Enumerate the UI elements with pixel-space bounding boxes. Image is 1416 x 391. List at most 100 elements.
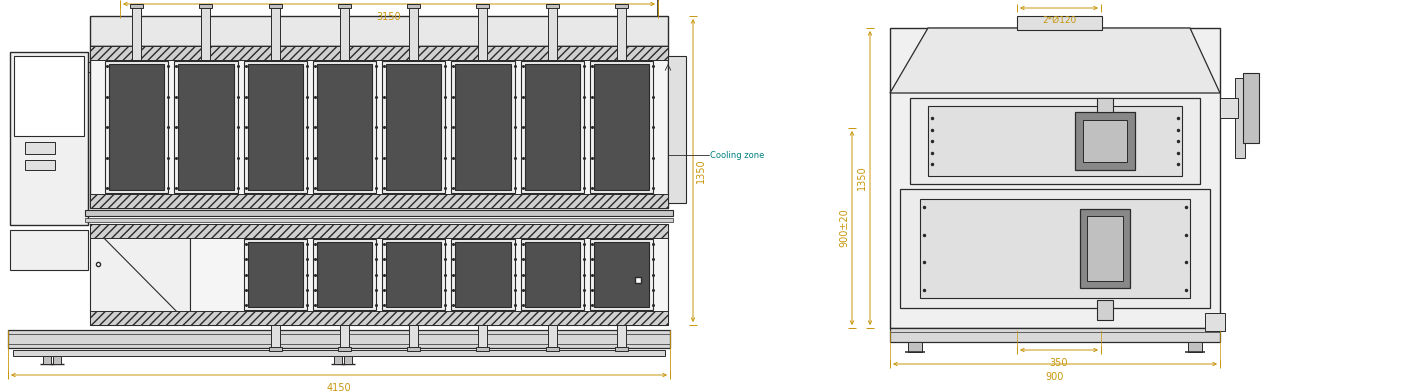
Bar	[521, 61, 583, 193]
Bar	[617, 4, 626, 60]
Text: 1350: 1350	[697, 158, 707, 183]
Bar	[387, 64, 442, 190]
Bar	[927, 106, 1182, 176]
Bar	[105, 61, 169, 193]
Bar	[891, 28, 1221, 328]
Bar	[479, 4, 487, 60]
Bar	[589, 239, 653, 310]
Bar	[1087, 216, 1123, 281]
Bar	[91, 311, 668, 325]
Bar	[25, 160, 55, 170]
Bar	[85, 218, 673, 222]
Bar	[344, 356, 353, 364]
Bar	[313, 61, 377, 193]
Text: 900±20: 900±20	[840, 209, 850, 248]
Bar	[190, 224, 668, 325]
Bar	[409, 4, 418, 60]
Bar	[409, 325, 418, 347]
Bar	[52, 356, 61, 364]
Polygon shape	[91, 224, 190, 325]
Text: 350: 350	[1049, 358, 1068, 368]
Bar	[548, 4, 556, 60]
Bar	[615, 4, 627, 8]
Bar	[10, 52, 88, 225]
Bar	[387, 242, 442, 307]
Bar	[545, 347, 559, 351]
Bar	[269, 4, 282, 8]
Bar	[269, 347, 282, 351]
Bar	[244, 239, 307, 310]
Text: 2*Ø120: 2*Ø120	[1042, 16, 1076, 25]
Bar	[524, 64, 579, 190]
Bar	[178, 64, 234, 190]
Bar	[524, 242, 579, 307]
Bar	[476, 4, 490, 8]
Text: Cooling zone: Cooling zone	[709, 151, 765, 160]
Bar	[1083, 120, 1127, 162]
Bar	[908, 342, 922, 352]
Bar	[340, 325, 348, 347]
Bar	[132, 4, 142, 60]
Bar	[1205, 313, 1225, 331]
Bar	[42, 356, 51, 364]
Bar	[1188, 342, 1202, 352]
Bar	[456, 242, 511, 307]
Bar	[920, 199, 1189, 298]
Bar	[891, 328, 1221, 342]
Bar	[317, 242, 372, 307]
Bar	[617, 325, 626, 347]
Bar	[270, 4, 279, 60]
Bar	[338, 347, 351, 351]
Bar	[1017, 16, 1102, 30]
Bar	[521, 239, 583, 310]
Bar	[1080, 209, 1130, 288]
Bar	[85, 210, 673, 216]
Bar	[248, 64, 303, 190]
Bar	[615, 347, 627, 351]
Bar	[1075, 112, 1136, 170]
Polygon shape	[891, 28, 1221, 93]
Bar	[476, 347, 490, 351]
Bar	[91, 224, 668, 238]
Bar	[8, 330, 670, 348]
Bar	[91, 46, 668, 208]
Bar	[109, 64, 164, 190]
Bar	[174, 61, 238, 193]
Bar	[91, 194, 668, 208]
Bar	[201, 4, 211, 60]
Bar	[200, 4, 212, 8]
Bar	[593, 242, 649, 307]
Bar	[1243, 73, 1259, 143]
Bar	[244, 61, 307, 193]
Bar	[456, 64, 511, 190]
Bar	[408, 4, 421, 8]
Bar	[130, 4, 143, 8]
Bar	[1097, 98, 1113, 112]
Bar	[382, 239, 445, 310]
Text: 4150: 4150	[327, 383, 351, 391]
Bar	[25, 142, 55, 154]
Bar	[10, 230, 88, 270]
Text: 900: 900	[1046, 372, 1065, 382]
Bar	[479, 325, 487, 347]
Bar	[248, 242, 303, 307]
Bar	[13, 350, 666, 356]
Bar	[1221, 98, 1238, 118]
Bar	[593, 64, 649, 190]
Bar	[1097, 300, 1113, 320]
Bar	[668, 56, 685, 203]
Bar	[317, 64, 372, 190]
Bar	[313, 239, 377, 310]
Bar	[338, 4, 351, 8]
Bar	[589, 61, 653, 193]
Bar	[452, 239, 514, 310]
Bar	[382, 61, 445, 193]
Bar	[545, 4, 559, 8]
Bar	[14, 56, 84, 136]
Bar	[91, 16, 668, 46]
Bar	[901, 189, 1211, 308]
Bar	[408, 347, 421, 351]
Bar	[270, 325, 279, 347]
Bar	[452, 61, 514, 193]
Bar	[340, 4, 348, 60]
